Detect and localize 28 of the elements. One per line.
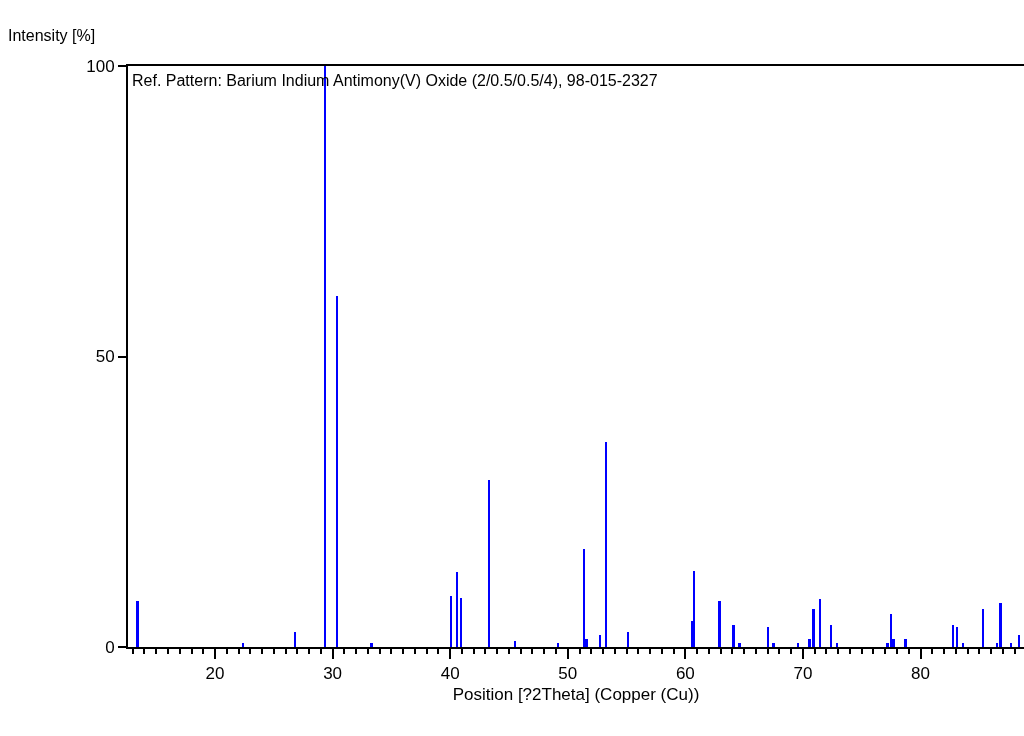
y-tick-label: 0 xyxy=(105,637,115,657)
x-tick-label: 40 xyxy=(440,664,460,684)
bar xyxy=(951,624,955,647)
x-tick-label: 80 xyxy=(911,664,930,684)
x-axis-title: Position [?2Theta] (Copper (Cu)) xyxy=(452,685,700,705)
bar xyxy=(812,608,815,647)
bar xyxy=(738,642,741,647)
x-tick-label: 30 xyxy=(323,664,343,684)
bar xyxy=(904,638,907,647)
bar xyxy=(370,642,373,647)
x-tick-label: 60 xyxy=(675,664,695,684)
x-tick-label: 20 xyxy=(205,664,225,684)
bar xyxy=(830,624,833,647)
bar xyxy=(449,596,452,647)
bar xyxy=(890,614,893,647)
x-tick-label: 50 xyxy=(558,664,578,684)
x-tick-label: 70 xyxy=(793,664,813,684)
bar xyxy=(459,598,462,647)
bar xyxy=(293,632,297,647)
y-tick-label: 100 xyxy=(86,56,115,76)
y-axis-title: Intensity [%] xyxy=(8,27,96,44)
bar xyxy=(136,600,139,647)
bar xyxy=(718,600,721,647)
bar xyxy=(626,632,629,647)
bar xyxy=(732,624,735,647)
bar xyxy=(999,602,1002,647)
bar xyxy=(772,642,775,647)
y-tick-label: 50 xyxy=(95,347,115,367)
